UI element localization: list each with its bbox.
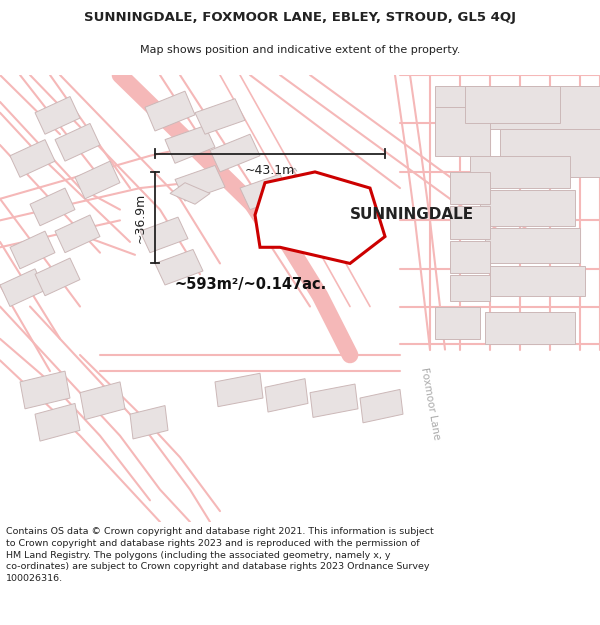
Polygon shape: [155, 249, 203, 285]
Polygon shape: [265, 379, 308, 412]
Polygon shape: [470, 156, 570, 188]
Polygon shape: [485, 312, 575, 344]
Polygon shape: [310, 384, 358, 418]
Polygon shape: [130, 406, 168, 439]
Polygon shape: [170, 182, 210, 204]
Polygon shape: [240, 174, 290, 209]
Polygon shape: [215, 373, 263, 407]
Polygon shape: [80, 382, 125, 419]
Text: Foxmoor Lane: Foxmoor Lane: [419, 366, 441, 441]
Polygon shape: [435, 306, 480, 339]
Text: Contains OS data © Crown copyright and database right 2021. This information is : Contains OS data © Crown copyright and d…: [6, 527, 434, 583]
Text: SUNNINGDALE, FOXMOOR LANE, EBLEY, STROUD, GL5 4QJ: SUNNINGDALE, FOXMOOR LANE, EBLEY, STROUD…: [84, 11, 516, 24]
Text: Map shows position and indicative extent of the property.: Map shows position and indicative extent…: [140, 44, 460, 54]
Polygon shape: [55, 215, 100, 252]
Polygon shape: [165, 126, 215, 163]
Polygon shape: [435, 107, 490, 156]
Text: ~36.9m: ~36.9m: [134, 192, 147, 242]
Polygon shape: [55, 124, 100, 161]
Polygon shape: [480, 190, 575, 226]
Polygon shape: [435, 86, 600, 129]
Polygon shape: [20, 371, 70, 409]
Polygon shape: [0, 269, 45, 306]
Polygon shape: [485, 228, 580, 264]
Polygon shape: [450, 275, 490, 301]
Polygon shape: [195, 99, 245, 134]
Polygon shape: [500, 129, 600, 178]
Polygon shape: [140, 217, 188, 252]
Polygon shape: [450, 241, 490, 273]
Text: Foxmoor Lane: Foxmoor Lane: [285, 166, 335, 232]
Polygon shape: [35, 403, 80, 441]
Polygon shape: [10, 231, 55, 269]
Polygon shape: [145, 91, 195, 131]
Text: SUNNINGDALE: SUNNINGDALE: [350, 208, 474, 222]
Polygon shape: [35, 96, 80, 134]
Polygon shape: [255, 172, 385, 264]
Text: ~593m²/~0.147ac.: ~593m²/~0.147ac.: [175, 278, 327, 292]
Polygon shape: [75, 161, 120, 199]
Polygon shape: [10, 139, 55, 177]
Polygon shape: [465, 86, 560, 124]
Polygon shape: [490, 266, 585, 296]
Polygon shape: [30, 188, 75, 226]
Polygon shape: [360, 389, 403, 422]
Polygon shape: [450, 206, 490, 239]
Text: ~43.1m: ~43.1m: [245, 164, 295, 177]
Polygon shape: [210, 134, 260, 172]
Polygon shape: [450, 172, 490, 204]
Polygon shape: [35, 258, 80, 296]
Polygon shape: [175, 166, 225, 201]
